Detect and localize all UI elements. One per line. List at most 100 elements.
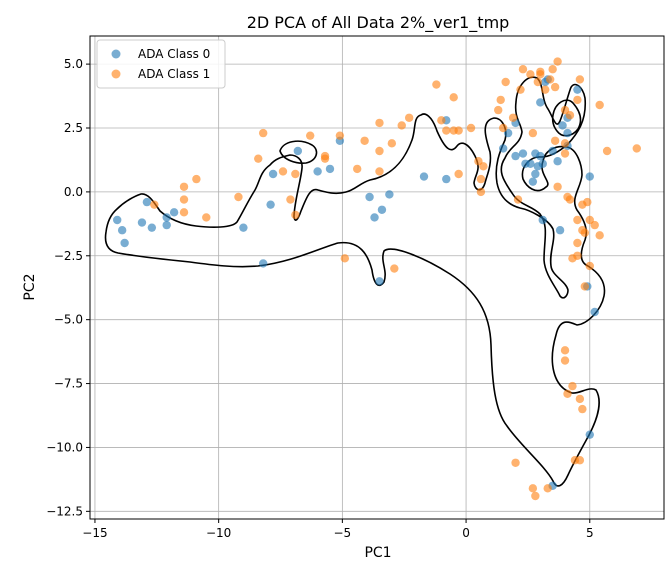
data-point-class-1: [466, 123, 476, 133]
data-point-class-1: [404, 113, 414, 122]
boundary-island-right: [551, 99, 582, 137]
data-point-class-0: [162, 213, 171, 222]
data-point-class-0: [585, 172, 594, 181]
data-point-class-1: [533, 77, 543, 87]
data-point-class-1: [573, 215, 582, 225]
data-point-class-0: [385, 190, 394, 199]
data-point-class-0: [370, 213, 379, 222]
data-point-class-0: [120, 238, 129, 248]
data-point-class-0: [573, 85, 582, 94]
data-point-class-1: [179, 182, 189, 191]
data-point-class-0: [142, 197, 152, 207]
data-point-class-1: [179, 208, 189, 217]
data-point-class-1: [560, 356, 570, 365]
data-point-class-1: [563, 389, 572, 398]
legend-marker-class-1: [111, 69, 121, 79]
data-point-class-0: [536, 98, 545, 107]
data-point-class-1: [498, 123, 508, 133]
data-point-class-0: [548, 146, 557, 156]
data-point-class-1: [531, 491, 540, 501]
data-point-class-1: [202, 213, 211, 222]
data-point-class-0: [511, 151, 520, 161]
data-point-class-1: [595, 231, 604, 240]
data-point-class-1: [192, 174, 201, 184]
data-point-class-0: [258, 259, 268, 268]
data-point-class-1: [541, 85, 550, 94]
x-tick-label: 0: [462, 526, 470, 540]
data-point-class-1: [234, 192, 243, 202]
data-point-class-1: [602, 146, 612, 156]
y-tick-label: 5.0: [64, 57, 83, 71]
decision-boundary-curve: [104, 76, 606, 487]
data-point-class-1: [320, 154, 330, 163]
data-point-class-1: [560, 149, 570, 158]
data-point-class-1: [575, 394, 585, 404]
data-point-class-0: [442, 174, 451, 184]
data-point-class-1: [578, 404, 587, 414]
data-point-class-0: [293, 146, 303, 156]
data-point-class-0: [555, 226, 565, 235]
y-tick-label: −2.5: [54, 249, 83, 263]
data-point-class-1: [476, 174, 486, 184]
data-point-class-0: [419, 172, 429, 181]
data-point-class-1: [573, 95, 582, 105]
x-tick-label: 5: [586, 526, 594, 540]
data-point-class-1: [545, 75, 555, 84]
data-point-class-1: [553, 182, 562, 191]
legend-label-class-0: ADA Class 0: [138, 47, 210, 61]
data-point-class-1: [528, 484, 538, 493]
data-point-class-0: [377, 205, 387, 214]
data-point-class-1: [442, 126, 451, 135]
data-point-class-1: [580, 282, 590, 291]
data-point-class-1: [543, 484, 552, 493]
data-point-class-1: [454, 126, 463, 135]
data-point-class-1: [573, 251, 582, 260]
data-point-class-1: [305, 131, 315, 140]
y-tick-label: −12.5: [46, 504, 83, 518]
axes: −15 −10 −5 0 5 5.0 2.5 0.0 −2.5 −5.0 −7.5 −10.0 −12.…: [46, 35, 665, 540]
data-point-class-1: [590, 220, 599, 230]
x-tick-label: −10: [206, 526, 231, 540]
data-point-class-1: [595, 100, 604, 110]
data-point-class-1: [526, 70, 535, 79]
data-point-class-1: [449, 93, 458, 102]
data-point-class-1: [575, 75, 585, 84]
data-point-class-1: [560, 346, 570, 355]
data-point-class-1: [254, 154, 263, 163]
x-axis-label: PC1: [364, 545, 391, 561]
y-tick-label: −10.0: [46, 440, 83, 454]
data-point-class-1: [375, 167, 384, 176]
data-point-class-1: [258, 128, 268, 138]
data-point-class-1: [536, 67, 545, 76]
boundary-island-upper-left: [279, 140, 318, 164]
data-point-class-0: [590, 307, 599, 317]
data-point-class-0: [526, 159, 535, 168]
y-tick-label: −5.0: [54, 313, 83, 327]
data-point-class-1: [387, 139, 397, 148]
legend-frame: [96, 39, 226, 89]
y-axis-label: PC2: [22, 273, 38, 300]
data-point-class-0: [375, 277, 384, 286]
data-point-class-0: [147, 223, 157, 232]
data-point-class-0: [313, 167, 322, 176]
data-point-class-0: [169, 208, 179, 217]
data-point-class-1: [397, 121, 406, 130]
data-point-class-1: [501, 77, 510, 87]
data-point-class-1: [560, 139, 570, 148]
data-point-class-1: [583, 197, 592, 207]
data-point-class-0: [239, 223, 248, 232]
data-point-class-1: [340, 254, 350, 263]
data-point-class-1: [278, 167, 288, 176]
data-point-class-1: [432, 80, 441, 89]
data-point-class-0: [536, 151, 545, 161]
data-point-class-0: [325, 164, 335, 174]
data-point-class-1: [632, 144, 641, 153]
data-point-class-1: [479, 162, 488, 171]
data-point-class-0: [137, 218, 147, 227]
data-point-class-0: [518, 149, 528, 158]
data-point-class-1: [565, 111, 575, 120]
data-point-class-0: [585, 430, 594, 439]
data-points: [113, 57, 641, 501]
data-point-class-1: [150, 200, 159, 209]
